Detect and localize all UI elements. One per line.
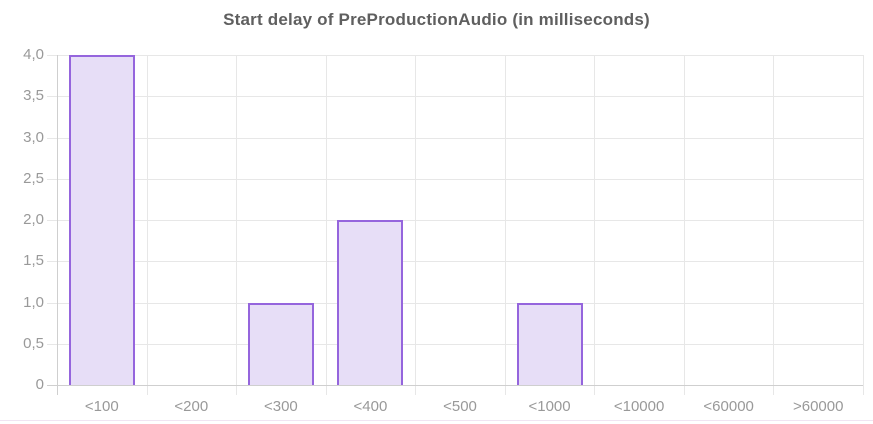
- h-gridline: [47, 137, 863, 139]
- v-gridline: [236, 55, 238, 395]
- plot-area: [47, 55, 864, 395]
- h-gridline: [47, 343, 863, 345]
- h-gridline: [47, 55, 863, 56]
- x-tick-label: <300: [263, 398, 298, 415]
- h-gridline: [47, 178, 863, 180]
- x-tick-label: <1000: [528, 398, 571, 415]
- y-tick-label: 2,5: [23, 169, 44, 187]
- h-gridline: [47, 385, 863, 386]
- bar[interactable]: [516, 302, 583, 385]
- bar[interactable]: [337, 220, 404, 385]
- y-tick-label: 4,0: [23, 46, 44, 63]
- bar[interactable]: [68, 55, 135, 385]
- v-gridline: [325, 55, 327, 395]
- y-tick-label: 2,0: [23, 211, 44, 228]
- h-gridline: [47, 96, 863, 98]
- x-axis: <100 <200 <300 <400 <500 <1000 <10000 <60000 >60…: [57, 394, 863, 420]
- widget-bottom-border: [0, 420, 873, 421]
- v-gridline: [683, 55, 685, 395]
- v-gridline: [773, 55, 775, 395]
- y-tick-label: 0,5: [23, 334, 44, 352]
- x-tick-label: <10000: [613, 398, 665, 415]
- y-tick-label: 1,5: [23, 252, 44, 270]
- y-tick-label: 1,0: [23, 293, 44, 311]
- x-tick-label: <200: [174, 398, 209, 415]
- y-tick-label: 3,0: [23, 128, 44, 146]
- v-gridline: [57, 55, 58, 395]
- chart-title: Start delay of PreProductionAudio (in mi…: [223, 10, 650, 29]
- h-gridline: [47, 220, 863, 221]
- y-tick-label: 3,5: [23, 87, 44, 105]
- x-tick-label: <100: [84, 398, 119, 415]
- v-gridline: [146, 55, 148, 395]
- v-gridline: [863, 55, 864, 395]
- y-tick-label: 0: [35, 376, 44, 393]
- bar[interactable]: [247, 302, 314, 385]
- h-gridline: [47, 261, 863, 263]
- y-axis: 4,0 3,5 3,0 2,5 2,0 1,5 1,0 0,5 0: [0, 46, 44, 393]
- h-gridline: [47, 302, 863, 304]
- x-tick-label: <400: [353, 398, 388, 415]
- x-tick-label: <60000: [703, 398, 754, 415]
- x-tick-label: >60000: [792, 398, 844, 415]
- v-gridline: [594, 55, 596, 395]
- x-tick-label: <500: [443, 398, 477, 415]
- v-gridline: [504, 55, 506, 395]
- v-gridline: [415, 55, 417, 395]
